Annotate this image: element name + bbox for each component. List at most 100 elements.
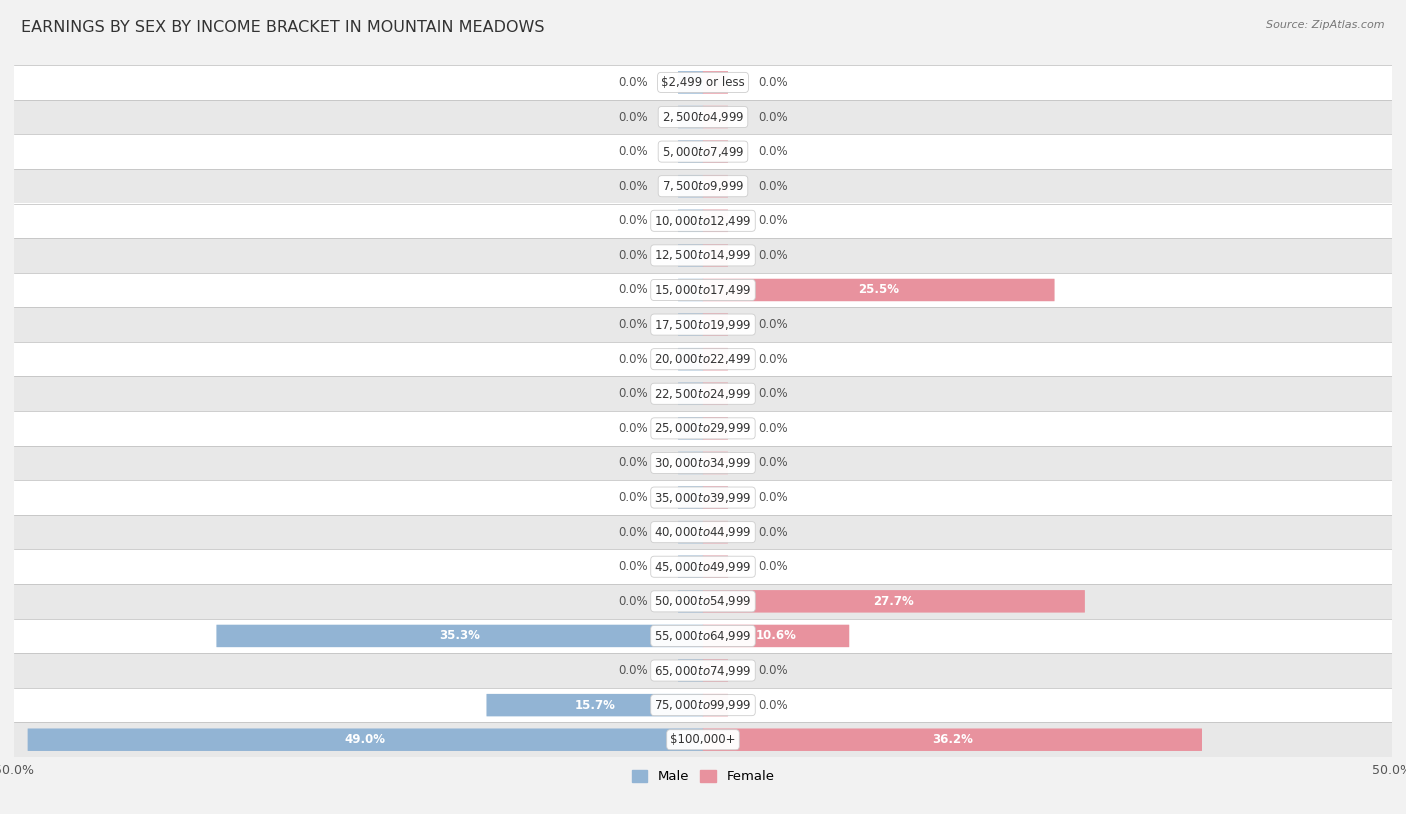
Bar (14, 307, 1392, 342)
Text: 0.0%: 0.0% (619, 318, 648, 331)
FancyBboxPatch shape (703, 624, 849, 647)
FancyBboxPatch shape (486, 694, 703, 716)
Text: 15.7%: 15.7% (575, 698, 616, 711)
FancyBboxPatch shape (678, 452, 703, 475)
Text: 0.0%: 0.0% (758, 698, 787, 711)
Text: 0.0%: 0.0% (758, 111, 787, 124)
FancyBboxPatch shape (678, 348, 703, 370)
Text: 0.0%: 0.0% (758, 491, 787, 504)
Bar (14, 514, 1392, 549)
Text: 0.0%: 0.0% (619, 283, 648, 296)
FancyBboxPatch shape (28, 729, 703, 751)
Text: 0.0%: 0.0% (758, 560, 787, 573)
FancyBboxPatch shape (678, 590, 703, 613)
Text: 0.0%: 0.0% (619, 387, 648, 400)
FancyBboxPatch shape (217, 624, 703, 647)
FancyBboxPatch shape (703, 452, 728, 475)
Text: 0.0%: 0.0% (758, 457, 787, 470)
Text: $50,000 to $54,999: $50,000 to $54,999 (654, 594, 752, 608)
Bar (14, 549, 1392, 584)
FancyBboxPatch shape (678, 244, 703, 267)
FancyBboxPatch shape (703, 175, 728, 198)
Text: 0.0%: 0.0% (619, 457, 648, 470)
FancyBboxPatch shape (703, 417, 728, 440)
Text: $55,000 to $64,999: $55,000 to $64,999 (654, 629, 752, 643)
Bar (14, 584, 1392, 619)
Text: $20,000 to $22,499: $20,000 to $22,499 (654, 352, 752, 366)
Bar (14, 480, 1392, 515)
Text: 0.0%: 0.0% (758, 422, 787, 435)
FancyBboxPatch shape (678, 278, 703, 301)
FancyBboxPatch shape (678, 175, 703, 198)
FancyBboxPatch shape (678, 486, 703, 509)
FancyBboxPatch shape (678, 71, 703, 94)
Text: $7,500 to $9,999: $7,500 to $9,999 (662, 179, 744, 193)
FancyBboxPatch shape (703, 521, 728, 544)
Text: 0.0%: 0.0% (758, 249, 787, 262)
Text: 35.3%: 35.3% (439, 629, 481, 642)
Bar (14, 446, 1392, 480)
FancyBboxPatch shape (703, 555, 728, 578)
FancyBboxPatch shape (703, 383, 728, 405)
Text: 25.5%: 25.5% (858, 283, 900, 296)
Text: $12,500 to $14,999: $12,500 to $14,999 (654, 248, 752, 262)
Text: $17,500 to $19,999: $17,500 to $19,999 (654, 317, 752, 331)
FancyBboxPatch shape (678, 555, 703, 578)
Text: Source: ZipAtlas.com: Source: ZipAtlas.com (1267, 20, 1385, 30)
Bar (14, 411, 1392, 446)
FancyBboxPatch shape (703, 729, 1202, 751)
Text: $2,500 to $4,999: $2,500 to $4,999 (662, 110, 744, 124)
Text: 10.6%: 10.6% (755, 629, 796, 642)
FancyBboxPatch shape (678, 659, 703, 682)
FancyBboxPatch shape (703, 209, 728, 232)
Bar (14, 99, 1392, 134)
Text: 0.0%: 0.0% (619, 560, 648, 573)
FancyBboxPatch shape (703, 106, 728, 129)
Text: 36.2%: 36.2% (932, 733, 973, 746)
Bar (14, 619, 1392, 653)
Text: 27.7%: 27.7% (873, 595, 914, 608)
FancyBboxPatch shape (703, 348, 728, 370)
Bar (14, 273, 1392, 307)
Bar (14, 238, 1392, 273)
Bar (14, 134, 1392, 169)
Text: 0.0%: 0.0% (758, 76, 787, 89)
Text: 0.0%: 0.0% (619, 664, 648, 677)
FancyBboxPatch shape (678, 521, 703, 544)
Text: 0.0%: 0.0% (619, 214, 648, 227)
Legend: Male, Female: Male, Female (626, 764, 780, 789)
Text: $40,000 to $44,999: $40,000 to $44,999 (654, 525, 752, 539)
Text: 0.0%: 0.0% (758, 180, 787, 193)
FancyBboxPatch shape (703, 313, 728, 336)
Text: $30,000 to $34,999: $30,000 to $34,999 (654, 456, 752, 470)
FancyBboxPatch shape (678, 140, 703, 163)
Text: $22,500 to $24,999: $22,500 to $24,999 (654, 387, 752, 400)
Text: EARNINGS BY SEX BY INCOME BRACKET IN MOUNTAIN MEADOWS: EARNINGS BY SEX BY INCOME BRACKET IN MOU… (21, 20, 544, 35)
Text: 0.0%: 0.0% (619, 491, 648, 504)
Text: 0.0%: 0.0% (619, 249, 648, 262)
Text: 0.0%: 0.0% (758, 387, 787, 400)
Text: 0.0%: 0.0% (758, 352, 787, 365)
FancyBboxPatch shape (678, 209, 703, 232)
FancyBboxPatch shape (678, 417, 703, 440)
Text: $15,000 to $17,499: $15,000 to $17,499 (654, 283, 752, 297)
FancyBboxPatch shape (703, 659, 728, 682)
Text: $25,000 to $29,999: $25,000 to $29,999 (654, 422, 752, 435)
Text: $100,000+: $100,000+ (671, 733, 735, 746)
Text: $65,000 to $74,999: $65,000 to $74,999 (654, 663, 752, 677)
Text: 0.0%: 0.0% (619, 352, 648, 365)
Text: 0.0%: 0.0% (619, 76, 648, 89)
Text: 0.0%: 0.0% (758, 526, 787, 539)
FancyBboxPatch shape (678, 383, 703, 405)
FancyBboxPatch shape (703, 590, 1085, 613)
Text: 0.0%: 0.0% (619, 180, 648, 193)
Bar (14, 653, 1392, 688)
FancyBboxPatch shape (703, 71, 728, 94)
FancyBboxPatch shape (703, 244, 728, 267)
Text: $2,499 or less: $2,499 or less (661, 76, 745, 89)
Text: 0.0%: 0.0% (758, 664, 787, 677)
Text: $75,000 to $99,999: $75,000 to $99,999 (654, 698, 752, 712)
Text: 0.0%: 0.0% (619, 145, 648, 158)
FancyBboxPatch shape (703, 278, 1054, 301)
Text: $5,000 to $7,499: $5,000 to $7,499 (662, 145, 744, 159)
